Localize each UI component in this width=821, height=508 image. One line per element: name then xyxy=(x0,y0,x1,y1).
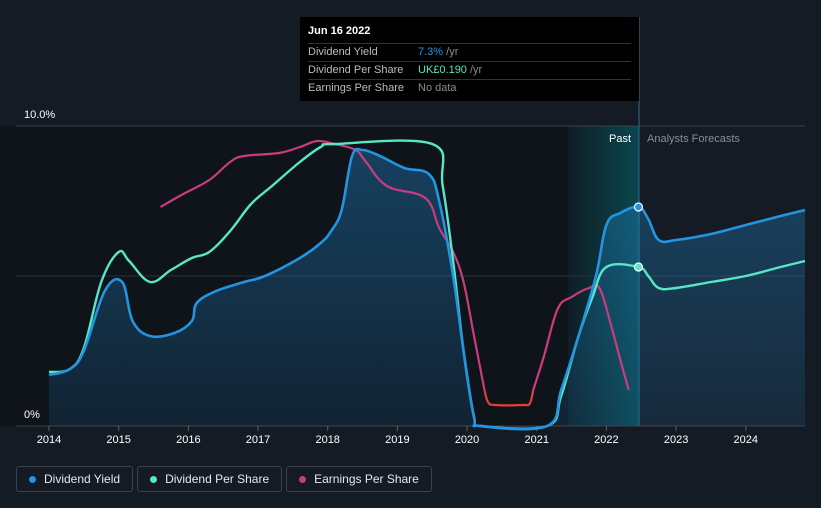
tooltip-row-dividend-yield: Dividend Yield 7.3% /yr xyxy=(308,44,631,62)
tooltip-value: No data xyxy=(418,80,457,97)
x-tick-label: 2023 xyxy=(664,434,688,446)
dividend-yield-area xyxy=(49,148,805,430)
x-tick-label: 2017 xyxy=(246,434,270,446)
tooltip-label: Dividend Yield xyxy=(308,46,378,58)
tooltip-date: Jun 16 2022 xyxy=(308,23,631,44)
y-tick-label-bottom: 0% xyxy=(24,409,40,421)
legend-label: Dividend Per Share xyxy=(165,472,270,486)
legend-dot-icon xyxy=(29,475,36,483)
x-tick-label: 2020 xyxy=(455,434,479,446)
tooltip-value-unit: /yr xyxy=(466,64,483,76)
series-layer xyxy=(48,139,806,431)
dividend-per-share-marker xyxy=(633,262,644,272)
dividend-yield-marker xyxy=(633,202,644,212)
legend: Dividend Yield Dividend Per Share Earnin… xyxy=(16,466,432,492)
tooltip-label: Earnings Per Share xyxy=(308,82,404,94)
x-tick-label: 2015 xyxy=(106,434,130,446)
forecast-label: Analysts Forecasts xyxy=(647,133,740,145)
x-tick-label: 2019 xyxy=(385,434,409,446)
dividend-per-share-line xyxy=(48,139,806,430)
tooltip-value: 7.3% /yr xyxy=(418,44,458,61)
legend-dot-icon xyxy=(150,475,158,483)
tooltip-value-number: 7.3% xyxy=(418,46,444,58)
earnings-per-share-line xyxy=(532,283,630,391)
tooltip-value: UK£0.190 /yr xyxy=(418,62,482,79)
tooltip-row-dividend-per-share: Dividend Per Share UK£0.190 /yr xyxy=(308,62,631,80)
tooltip-value-number: No data xyxy=(418,82,457,94)
tooltip-row-earnings-per-share: Earnings Per Share No data xyxy=(308,80,631,97)
legend-item-earnings-per-share[interactable]: Earnings Per Share xyxy=(286,466,432,492)
x-tick-label: 2021 xyxy=(524,434,548,446)
legend-dot-icon xyxy=(299,475,307,483)
tooltip-value-number: UK£0.190 xyxy=(418,64,467,76)
past-label: Past xyxy=(609,133,631,145)
tooltip: Jun 16 2022 Dividend Yield 7.3% /yr Divi… xyxy=(300,17,639,101)
x-tick-label: 2024 xyxy=(734,434,758,446)
tooltip-label: Dividend Per Share xyxy=(308,64,404,76)
earnings-per-share-line xyxy=(159,139,486,391)
legend-item-dividend-per-share[interactable]: Dividend Per Share xyxy=(137,466,283,492)
x-tick-label: 2016 xyxy=(176,434,200,446)
x-tick-label: 2018 xyxy=(315,434,339,446)
legend-item-dividend-yield[interactable]: Dividend Yield xyxy=(16,466,134,492)
legend-label: Dividend Yield xyxy=(44,472,121,486)
tooltip-value-unit: /yr xyxy=(443,46,459,58)
legend-label: Earnings Per Share xyxy=(314,472,419,486)
earnings-per-share-negative-line xyxy=(483,389,535,407)
x-tick-label: 2022 xyxy=(594,434,618,446)
x-axis: 2014 2015 2016 2017 2018 2019 2020 2021 2022 2023… xyxy=(37,426,758,446)
y-tick-label-top: 10.0% xyxy=(24,109,55,121)
x-tick-label: 2014 xyxy=(37,434,61,446)
